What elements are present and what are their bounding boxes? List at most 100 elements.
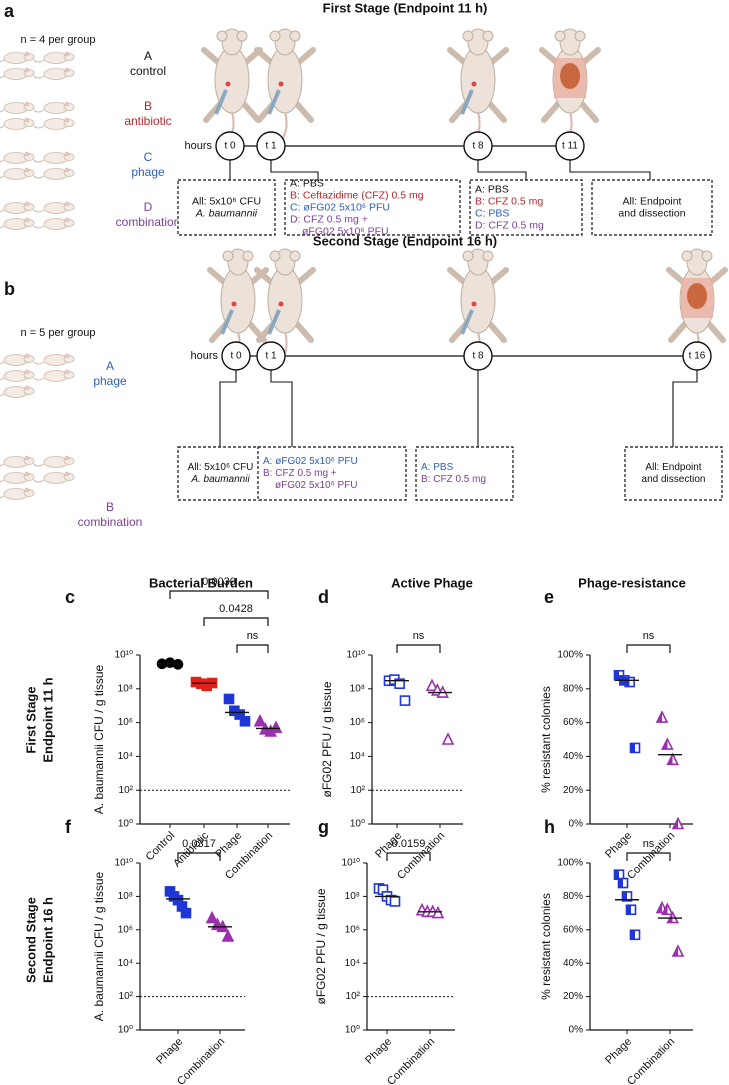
timepoint-label: t 8 (472, 141, 484, 152)
treatment-line: B: Ceftazidime (CFZ) 0.5 mg (290, 189, 424, 201)
mouse-icon (33, 369, 75, 382)
rat-illustration (447, 248, 509, 359)
connector (219, 370, 237, 447)
y-tick-label: 10² (119, 991, 134, 1002)
mouse-icon (33, 455, 75, 468)
row-label: Second Stage (23, 897, 38, 983)
group-letter: C (144, 150, 153, 164)
data-point (655, 710, 669, 723)
mouse-tail (0, 361, 5, 365)
rat-ear (289, 30, 301, 42)
mouse-icon (0, 67, 35, 80)
significance-label: 0.0159 (392, 838, 426, 850)
data-point (661, 737, 674, 750)
treatment-line: B: CFZ 0.5 mg (421, 474, 486, 485)
rat-ear (681, 250, 693, 262)
mouse-icon (0, 117, 35, 130)
rat-ear (269, 30, 281, 42)
significance-bracket (169, 590, 269, 599)
mouse-tail (0, 75, 5, 79)
y-tick-label: 10⁴ (345, 958, 360, 969)
treatment-line: D: CFZ 0.5 mg + (290, 213, 368, 225)
rat-ear (289, 250, 301, 262)
significance-bracket (396, 644, 441, 653)
mouse-ear (64, 353, 70, 359)
syringe (220, 309, 234, 335)
mouse-ear (24, 201, 30, 207)
mouse-ear (64, 201, 70, 207)
mouse-tail (0, 393, 5, 397)
mouse-ear (24, 471, 30, 477)
group-name: control (130, 64, 166, 78)
y-tick-label: 80% (563, 683, 583, 694)
mouse-ear (24, 353, 30, 359)
treatment-box (284, 179, 461, 236)
data-point (221, 929, 235, 942)
treatment-line: A. baumannii (190, 474, 250, 485)
timeline-label: hours (184, 140, 212, 152)
mouse-icon (0, 201, 35, 214)
rat-ear (269, 250, 281, 262)
mouse-tail (0, 495, 5, 499)
rat-ear (462, 250, 474, 262)
organs (560, 63, 580, 89)
group-name: phage (93, 374, 127, 388)
mouse-tail (33, 361, 45, 365)
row-label: Endpoint 11 h (40, 677, 55, 762)
stage-title: Second Stage (Endpoint 16 h) (313, 233, 497, 248)
y-tick-label: 100% (557, 858, 583, 869)
mouse-icon (33, 101, 75, 114)
treatment-line: A: øFG02 5x10⁶ PFU (263, 456, 358, 467)
treatment-box (624, 446, 723, 501)
injection-site (225, 81, 231, 87)
y-tick-label: 10² (119, 785, 134, 796)
timepoint-circle (555, 131, 585, 161)
treatment-line: B: CFZ 0.5 mg (475, 195, 543, 207)
data-point (621, 891, 633, 902)
mouse-icon (0, 167, 35, 180)
rat-illustration (254, 248, 316, 359)
mouse-icon (33, 217, 75, 230)
y-tick-label: 10⁴ (118, 751, 133, 762)
y-tick-label: 10⁴ (350, 751, 365, 762)
x-tick-label: Phage (603, 830, 634, 861)
y-tick-label: 40% (563, 958, 583, 969)
timepoint-label: t 1 (265, 141, 277, 152)
data-point (234, 709, 245, 720)
data-point (425, 678, 439, 692)
mouse-tail (33, 479, 45, 483)
mouse-icon (0, 455, 35, 468)
mouse-icon (33, 471, 75, 484)
mouse-tail (33, 377, 45, 381)
treatment-line: A: PBS (475, 183, 509, 195)
connector (569, 160, 651, 180)
y-tick-label: 10¹⁰ (115, 858, 133, 869)
row-label: Endpoint 16 h (40, 897, 55, 983)
y-axis-label: øFG02 PFU / g tissue (320, 681, 334, 797)
mouse-tail (33, 463, 45, 467)
y-tick-label: 10¹⁰ (347, 650, 365, 661)
y-tick-label: 80% (563, 891, 583, 902)
treatment-line: All: Endpoint (645, 462, 701, 473)
data-point (629, 929, 641, 941)
y-tick-label: 10⁰ (118, 1025, 133, 1036)
group-name: combination (116, 215, 181, 229)
data-point (223, 693, 235, 705)
panel-letter: h (544, 817, 555, 837)
treatment-box (257, 446, 407, 501)
mouse-tail (0, 463, 5, 467)
treatment-line: A. baumannii (195, 207, 258, 219)
panel-letter: b (4, 279, 15, 299)
rat-limbs (254, 47, 316, 123)
significance-label: 0.0317 (182, 838, 216, 850)
timepoint-label: t 11 (562, 141, 578, 152)
injection-site (278, 301, 284, 307)
rat-illustration (254, 28, 316, 139)
timepoint-label: t 8 (472, 351, 484, 362)
data-point (629, 742, 641, 754)
group-letter: D (144, 200, 153, 214)
connector (270, 370, 293, 447)
mouse-icon (0, 217, 35, 230)
timepoint-circle (463, 131, 493, 161)
